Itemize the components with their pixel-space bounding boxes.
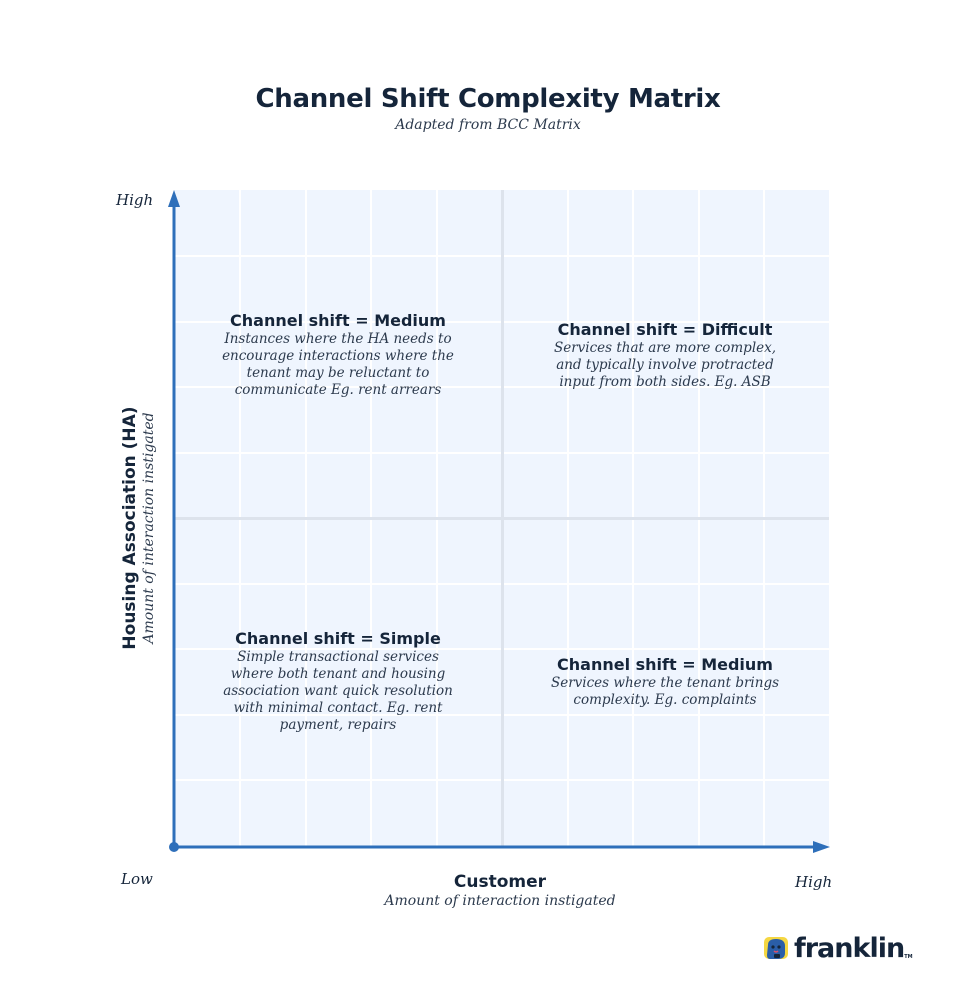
quadrant-description: Instances where the HA needs to encourag… xyxy=(222,331,454,398)
x-axis-title: Customer xyxy=(453,872,547,892)
y-axis-label-group: Housing Association (HA) Amount of inter… xyxy=(120,348,160,708)
y-axis-title: Housing Association (HA) xyxy=(120,406,140,650)
y-axis-high-label: High xyxy=(116,191,154,209)
quadrant-heading: Channel shift = Medium xyxy=(230,311,446,330)
quadrant-divider-horizontal xyxy=(174,517,829,520)
x-axis-arrow-icon xyxy=(813,841,830,853)
quadrant-top-right: Channel shift = Difficult Services that … xyxy=(545,320,785,391)
quadrant-bottom-right: Channel shift = Medium Services where th… xyxy=(545,655,785,709)
origin-dot-icon xyxy=(169,842,179,852)
quadrant-bottom-left: Channel shift = Simple Simple transactio… xyxy=(218,629,458,734)
franklin-logo: franklin TM xyxy=(764,932,913,964)
y-axis-arrow-icon xyxy=(168,190,180,207)
quadrant-heading: Channel shift = Medium xyxy=(557,655,773,674)
origin-low-label: Low xyxy=(121,870,153,888)
quadrant-description: Services that are more complex, and typi… xyxy=(553,340,777,390)
trademark-mark: TM xyxy=(904,954,913,960)
matrix-plot-area: Channel shift = Medium Instances where t… xyxy=(174,190,829,847)
quadrant-heading: Channel shift = Difficult xyxy=(557,320,773,339)
logo-wordmark: franklin xyxy=(794,932,905,964)
franklin-mascot-icon xyxy=(764,937,788,959)
page-title: Channel Shift Complexity Matrix xyxy=(255,84,721,114)
page-subtitle: Adapted from BCC Matrix xyxy=(395,117,581,133)
quadrant-heading: Channel shift = Simple xyxy=(235,629,441,648)
quadrant-description: Services where the tenant brings complex… xyxy=(550,675,780,708)
x-axis-subtitle: Amount of interaction instigated xyxy=(384,893,616,909)
quadrant-top-left: Channel shift = Medium Instances where t… xyxy=(218,311,458,399)
x-axis-high-label: High xyxy=(795,873,833,891)
y-axis-subtitle: Amount of interaction instigated xyxy=(141,412,157,644)
quadrant-description: Simple transactional services where both… xyxy=(223,649,453,733)
